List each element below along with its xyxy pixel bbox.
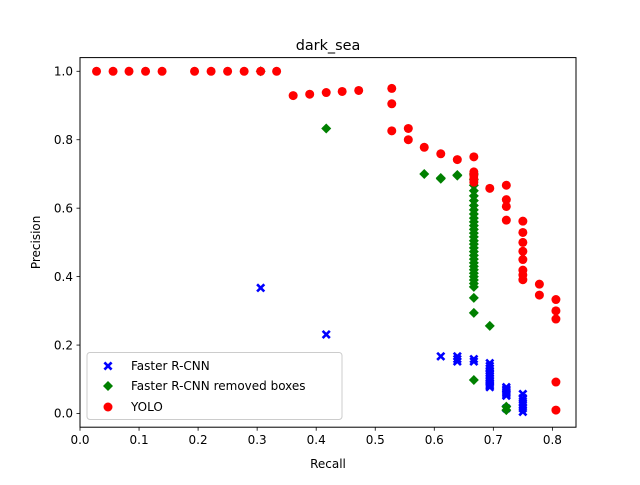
yolo-point	[403, 135, 413, 145]
yolo-point	[256, 66, 266, 76]
y-tick-label: 0.8	[54, 133, 73, 147]
yolo-point	[387, 126, 397, 136]
faster-rcnn-removed-point	[501, 405, 512, 416]
faster-rcnn-removed-point	[419, 168, 430, 179]
yolo-point	[419, 142, 429, 152]
yolo-point	[551, 314, 561, 324]
yolo-point	[436, 149, 446, 159]
x-tick-label: 0.3	[248, 433, 267, 447]
x-axis-label: Recall	[310, 457, 346, 471]
faster-rcnn-removed-point	[468, 292, 479, 303]
yolo-point	[501, 180, 511, 190]
legend-marker-symbol	[103, 381, 113, 391]
faster-rcnn-removed-point	[468, 374, 479, 385]
yolo-point	[551, 377, 561, 387]
yolo-point	[305, 89, 315, 99]
faster-rcnn-removed-point	[484, 320, 495, 331]
plot-frame	[79, 57, 577, 428]
faster-rcnn-point	[321, 329, 331, 339]
yolo-point	[534, 290, 544, 300]
yolo-point	[387, 83, 397, 93]
chart-title: dark_sea	[296, 38, 361, 54]
legend-label-faster-rcnn-removed: Faster R-CNN removed boxes	[131, 379, 306, 393]
legend-marker-symbol	[103, 361, 113, 371]
yolo-point	[518, 275, 528, 285]
yolo-point	[288, 91, 298, 101]
faster-rcnn-removed-point	[452, 170, 463, 181]
yolo-point	[551, 405, 561, 415]
x-tick-label: 0.0	[70, 433, 89, 447]
x-tick-label: 0.7	[484, 433, 503, 447]
yolo-point	[469, 177, 479, 187]
faster-rcnn-removed-point	[321, 123, 332, 134]
faster-rcnn-point	[469, 356, 479, 367]
yolo-point	[518, 246, 528, 256]
legend-label-yolo: YOLO	[130, 400, 163, 414]
yolo-point	[518, 255, 528, 265]
x-tick-label: 0.6	[425, 433, 444, 447]
yolo-point	[190, 66, 200, 76]
yolo-point	[501, 201, 511, 211]
yolo-point	[223, 66, 233, 76]
yolo-point	[387, 99, 397, 109]
faster-rcnn-removed-point	[435, 173, 446, 184]
x-tick-label: 0.8	[543, 433, 562, 447]
yolo-point	[551, 295, 561, 305]
yolo-point	[337, 86, 347, 96]
legend: Faster R-CNN Faster R-CNN removed boxes …	[86, 352, 343, 420]
y-tick-label: 0.4	[54, 270, 73, 284]
faster-rcnn-point	[485, 382, 495, 392]
x-tick-label: 0.4	[307, 433, 326, 447]
yolo-point	[92, 66, 102, 76]
yolo-point	[551, 306, 561, 316]
faster-rcnn-point	[436, 351, 446, 361]
faster-rcnn-point	[501, 391, 511, 401]
legend-box	[86, 352, 343, 420]
yolo-point	[485, 183, 495, 193]
faster-rcnn-removed-point	[468, 307, 479, 318]
yolo-point	[157, 66, 167, 76]
yolo-point	[239, 66, 249, 76]
yolo-point	[354, 85, 364, 95]
yolo-point	[518, 216, 528, 226]
yolo-point	[501, 195, 511, 205]
yolo-point	[534, 279, 544, 289]
legend-marker-yolo	[103, 402, 113, 412]
y-axis-label: Precision	[29, 216, 43, 270]
yolo-point	[141, 66, 151, 76]
legend-marker-symbol	[103, 402, 113, 412]
yolo-point	[206, 66, 216, 76]
legend-marker-faster-rcnn-removed	[103, 381, 113, 391]
yolo-point	[518, 237, 528, 247]
y-tick-label: 0.0	[54, 407, 73, 421]
yolo-point	[108, 66, 118, 76]
yolo-point	[518, 227, 528, 237]
faster-rcnn-point	[256, 283, 266, 293]
y-tick-label: 0.6	[54, 201, 73, 215]
faster-rcnn-point	[518, 407, 528, 417]
points-layer	[92, 66, 561, 417]
yolo-point	[469, 152, 479, 162]
faster-rcnn-point	[452, 354, 462, 364]
x-tick-label: 0.5	[366, 433, 385, 447]
yolo-point	[501, 215, 511, 225]
faster-rcnn-removed-point	[468, 281, 479, 292]
legend-label-faster-rcnn: Faster R-CNN	[131, 359, 210, 373]
yolo-point	[403, 123, 413, 133]
y-tick-label: 0.2	[54, 338, 73, 352]
yolo-point	[321, 88, 331, 98]
yolo-point	[452, 155, 462, 165]
y-tick-label: 1.0	[54, 64, 73, 78]
x-tick-label: 0.1	[130, 433, 149, 447]
faster-rcnn-removed-point	[468, 185, 479, 196]
legend-marker-faster-rcnn	[103, 361, 113, 371]
ticks-layer: 0.0 0.1 0.2 0.3 0.4 0.5 0.6 0.7 0.8 0.0 0.2 0.4 0.6 0…	[54, 64, 562, 447]
yolo-point	[124, 66, 134, 76]
faster-rcnn-point	[452, 356, 462, 367]
faster-rcnn-point	[469, 354, 479, 364]
x-tick-label: 0.2	[189, 433, 208, 447]
yolo-point	[272, 66, 282, 76]
